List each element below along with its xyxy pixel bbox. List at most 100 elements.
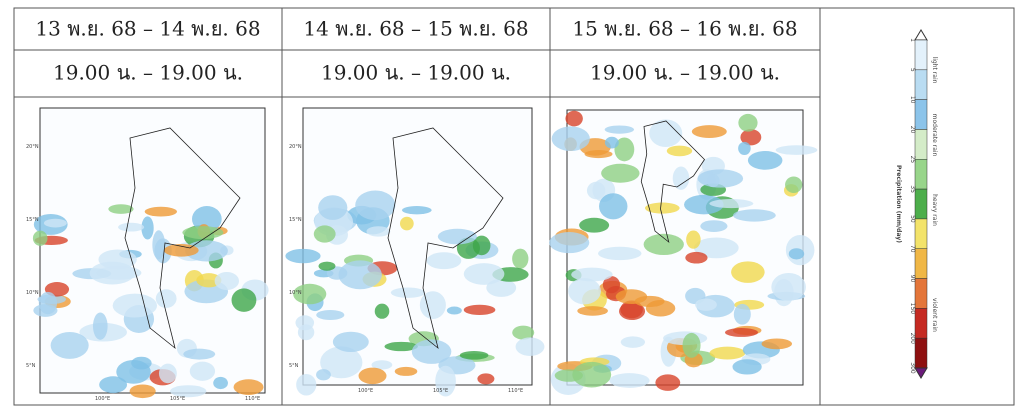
rain-area xyxy=(293,283,327,305)
rain-area xyxy=(700,220,728,232)
rain-area xyxy=(579,217,610,233)
rain-area xyxy=(183,348,216,360)
rain-area xyxy=(182,226,224,240)
country-outline xyxy=(387,127,504,350)
rain-area xyxy=(318,261,336,271)
rain-area xyxy=(231,288,257,312)
rain-area xyxy=(551,126,590,152)
legend: 1 5 10 20 25 35 50 70 90 150 200 300 Precipitation (… xyxy=(895,29,938,379)
rain-area xyxy=(512,248,529,269)
rain-area xyxy=(358,367,387,385)
rain-area xyxy=(604,125,635,134)
rain-area xyxy=(584,150,613,159)
rain-area xyxy=(213,376,228,390)
rain-area xyxy=(355,190,396,221)
rain-area xyxy=(108,204,134,214)
lon-label: 100°E xyxy=(95,396,110,402)
rain-area xyxy=(99,376,128,394)
rain-area xyxy=(233,379,264,395)
rain-area xyxy=(446,306,462,315)
rain-area xyxy=(643,233,684,256)
rain-area xyxy=(399,216,414,231)
rain-area xyxy=(463,263,505,285)
rain-area xyxy=(686,230,701,249)
rain-area xyxy=(644,202,680,214)
lat-label: 10°N xyxy=(289,290,302,296)
lat-label: 5°N xyxy=(26,363,36,369)
rain-area xyxy=(615,289,648,305)
time-range: 19.00 น. – 19.00 น. xyxy=(321,61,511,85)
rain-area xyxy=(189,361,216,381)
rain-area xyxy=(572,361,612,388)
rain-area xyxy=(371,360,393,370)
rain-area xyxy=(316,369,331,381)
rain-area xyxy=(775,145,818,155)
precip-map: 20°N 15°N 10°N 5°N 100°E 105°E 110°E xyxy=(285,107,545,397)
lat-label: 10°N xyxy=(26,290,39,296)
rain-area xyxy=(374,303,390,319)
rain-area xyxy=(785,176,803,194)
legend-category: light rain xyxy=(931,57,938,84)
rain-area xyxy=(609,373,650,388)
rain-area xyxy=(437,228,477,245)
colorbar-segment xyxy=(914,39,928,71)
rain-area xyxy=(118,222,145,232)
time-range: 19.00 น. – 19.00 น. xyxy=(590,61,780,85)
rain-area xyxy=(92,312,108,340)
rain-area xyxy=(747,151,783,170)
rain-area xyxy=(684,194,724,215)
rain-area xyxy=(732,359,762,375)
rain-area xyxy=(332,331,369,352)
rain-area xyxy=(685,251,708,264)
legend-tick-label: 35 xyxy=(909,185,916,193)
rain-area xyxy=(426,252,462,270)
lon-label: 100°E xyxy=(358,388,373,394)
rain-area xyxy=(394,366,418,376)
rain-area xyxy=(390,287,426,298)
rain-area xyxy=(313,225,336,243)
rain-area xyxy=(366,226,391,237)
date-range: 14 พ.ย. 68 – 15 พ.ย. 68 xyxy=(303,17,528,41)
rain-area xyxy=(141,216,154,240)
legend-tick-label: 5 xyxy=(909,68,916,72)
rain-area xyxy=(515,337,545,357)
rain-area xyxy=(620,336,646,348)
rain-area xyxy=(191,205,222,232)
lat-label: 20°N xyxy=(26,144,39,150)
rain-area xyxy=(666,145,693,157)
rain-area xyxy=(512,325,535,340)
lat-label: 15°N xyxy=(26,217,39,223)
legend-tick-label: 300 xyxy=(909,362,916,374)
rain-area xyxy=(320,346,363,379)
legend-tick-label: 50 xyxy=(909,215,916,223)
legend-tick-label: 70 xyxy=(909,245,916,253)
maps: 20°N 15°N 10°N 5°N 100°E 105°E 110°E 20°N 15°N 10… xyxy=(26,107,818,402)
legend-category: violent rain xyxy=(931,298,938,332)
rain-area xyxy=(296,373,317,396)
rain-area xyxy=(155,289,177,308)
legend-tick-label: 90 xyxy=(909,275,916,283)
rain-area xyxy=(170,385,207,398)
rain-area xyxy=(738,113,758,132)
rain-area xyxy=(32,230,48,246)
rain-area xyxy=(771,272,806,301)
rain-area xyxy=(152,230,166,260)
rain-area xyxy=(649,119,683,148)
rain-area xyxy=(419,291,446,320)
rain-area xyxy=(411,339,452,364)
lon-label: 110°E xyxy=(508,388,523,394)
legend-tick-label: 1 xyxy=(909,38,916,42)
rain-area xyxy=(599,193,628,220)
rain-area xyxy=(738,141,751,156)
country-outline xyxy=(124,127,241,350)
lat-label: 20°N xyxy=(289,144,302,150)
rain-area xyxy=(129,384,156,399)
rain-area xyxy=(693,237,739,259)
rain-area xyxy=(435,365,456,397)
legend-tick-label: 150 xyxy=(909,303,916,315)
legend-tick-label: 10 xyxy=(909,96,916,104)
legend-category: moderate rain xyxy=(931,114,938,157)
rain-area xyxy=(568,277,601,305)
rain-area xyxy=(695,298,717,311)
